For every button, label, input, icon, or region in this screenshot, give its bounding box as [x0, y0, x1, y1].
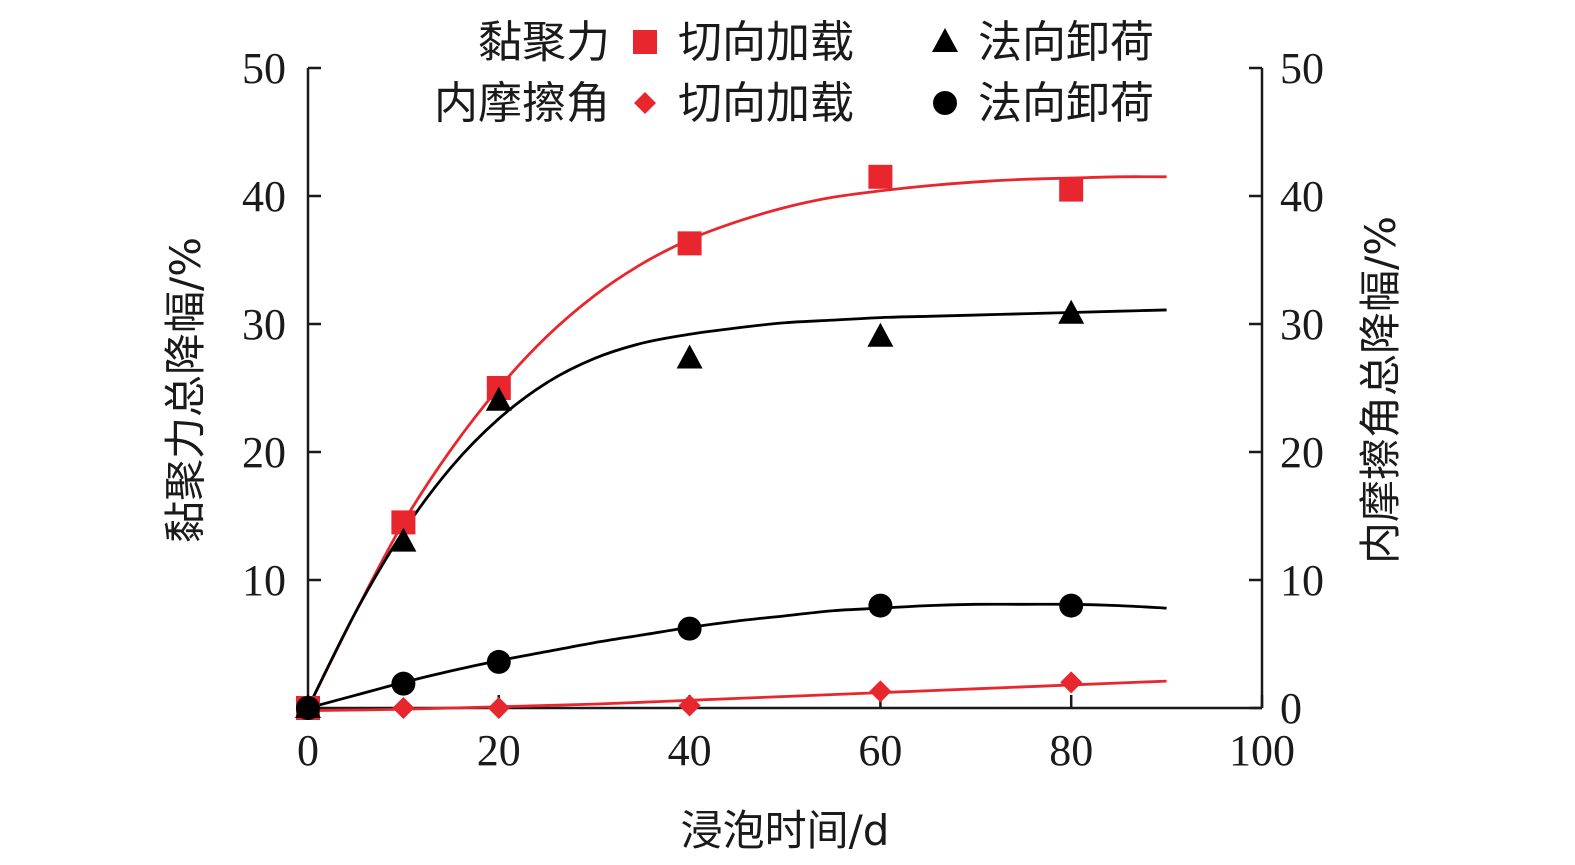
data-point-diamond	[678, 694, 701, 717]
y-tick-label-right: 40	[1280, 172, 1324, 221]
data-point-square	[868, 164, 893, 189]
x-axis-title: 浸泡时间/d	[681, 806, 890, 855]
legend-group-label: 内摩擦角	[434, 78, 610, 129]
y-tick-label-left: 10	[242, 556, 286, 605]
data-markers	[295, 164, 1085, 720]
x-tick-label: 0	[297, 726, 319, 775]
fit-curve-square	[306, 175, 1167, 709]
data-point-diamond	[1060, 671, 1083, 694]
legend-marker-diamond	[634, 92, 656, 114]
data-point-circle	[868, 593, 893, 618]
data-point-circle	[391, 671, 416, 696]
data-point-diamond	[392, 697, 415, 719]
legend-marker-square	[633, 30, 657, 54]
legend-group-label: 黏聚力	[478, 17, 610, 68]
y-tick-label-right: 30	[1280, 300, 1324, 349]
data-point-triangle	[676, 344, 703, 369]
y-tick-label-left: 20	[242, 428, 286, 477]
x-tick-label: 60	[858, 726, 902, 775]
y-axis-title-left: 黏聚力总降幅/%	[161, 237, 210, 543]
x-tick-label: 100	[1229, 726, 1295, 775]
fit-curves	[306, 175, 1167, 712]
data-point-square	[1059, 177, 1084, 202]
y-tick-label-right: 20	[1280, 428, 1324, 477]
x-tick-label: 80	[1049, 726, 1093, 775]
y-tick-label-left: 50	[242, 44, 286, 93]
y-axis-title-right: 内摩擦角总降幅/%	[1356, 216, 1405, 564]
y-tick-label-right: 50	[1280, 44, 1324, 93]
data-point-diamond	[487, 697, 510, 719]
legend-label: 法向卸荷	[978, 78, 1154, 129]
fit-curve-circle	[307, 602, 1167, 710]
data-point-circle	[1059, 593, 1084, 618]
data-point-circle	[296, 696, 320, 720]
fit-curve-diamond	[307, 679, 1167, 712]
legend-label: 法向卸荷	[978, 17, 1154, 68]
legend-marker-circle	[933, 91, 957, 115]
data-point-circle	[677, 616, 702, 641]
legend-marker-triangle	[932, 28, 958, 52]
data-point-circle	[486, 649, 511, 674]
data-point-triangle	[1058, 299, 1085, 324]
legend-label: 切向加载	[678, 17, 854, 68]
data-point-triangle	[867, 322, 894, 347]
y-tick-label-right: 10	[1280, 556, 1324, 605]
x-tick-label: 40	[668, 726, 712, 775]
data-point-diamond	[869, 680, 892, 703]
axes: 0 20 40 60 80 100 10 20 30 40 50 0 10 20 30 40 50	[242, 44, 1324, 775]
data-point-square	[677, 231, 702, 256]
y-tick-label-right: 0	[1280, 684, 1302, 733]
data-point-triangle	[390, 527, 417, 552]
data-point-triangle	[485, 386, 512, 411]
legend-label: 切向加载	[678, 78, 854, 129]
y-tick-label-left: 30	[242, 300, 286, 349]
x-tick-label: 20	[477, 726, 521, 775]
y-tick-label-left: 40	[242, 172, 286, 221]
fit-curve-triangle	[306, 308, 1167, 709]
